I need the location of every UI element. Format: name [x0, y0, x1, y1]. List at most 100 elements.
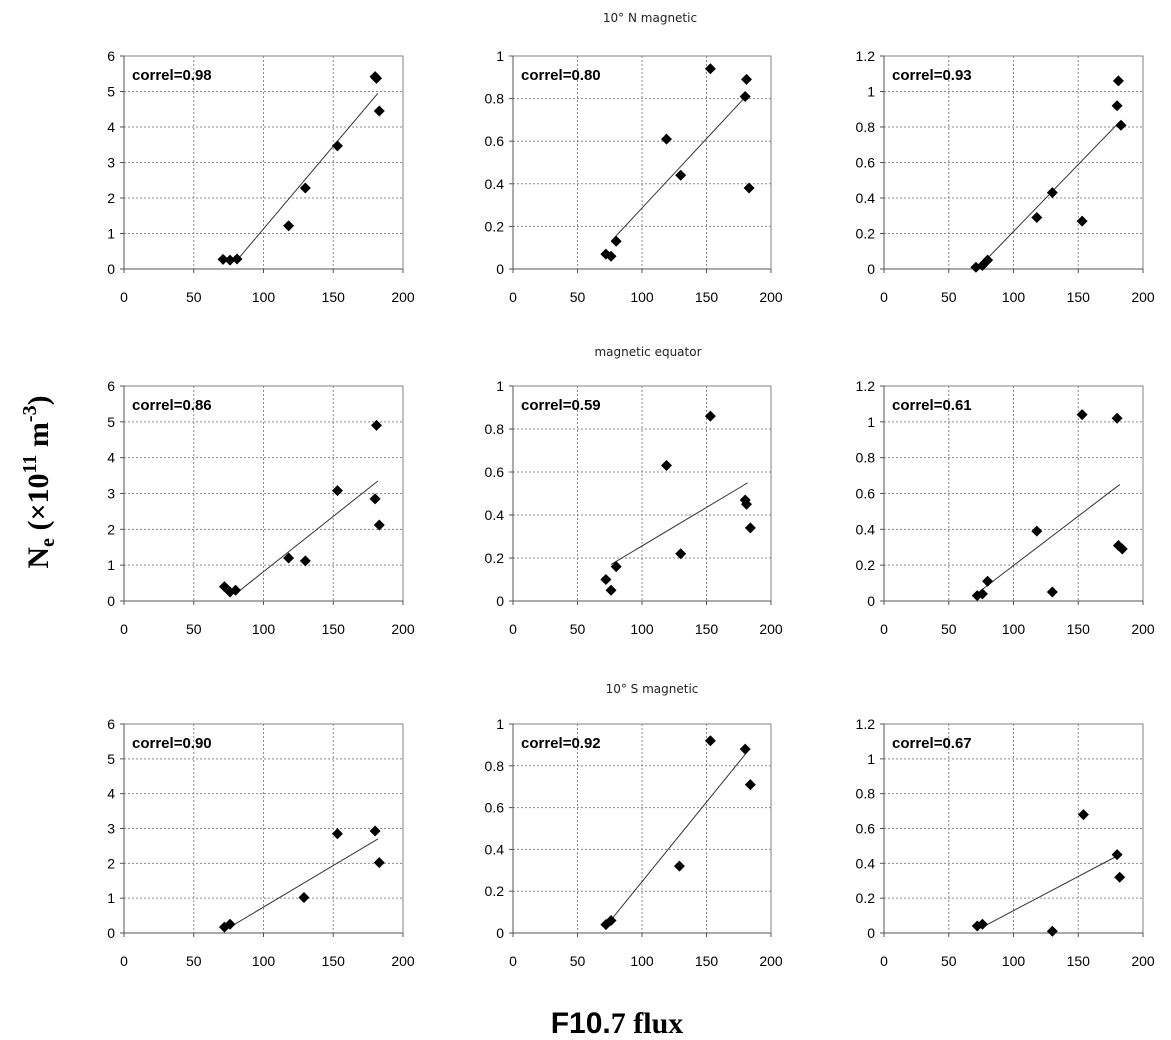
correlation-label: correl=0.86 — [132, 397, 212, 414]
y-tick-label: 0 — [867, 593, 875, 609]
data-point — [982, 254, 994, 266]
x-tick-label: 50 — [570, 289, 586, 305]
data-point — [1031, 525, 1043, 537]
data-point — [605, 584, 617, 596]
y-label-main: N — [22, 547, 55, 569]
trendline — [225, 838, 379, 930]
data-point — [976, 918, 988, 930]
data-point — [298, 891, 310, 903]
y-tick-label: 0.2 — [485, 883, 505, 899]
y-tick-label: 0.6 — [856, 155, 876, 171]
y-tick-label: 6 — [107, 716, 115, 732]
y-tick-label: 0.8 — [485, 421, 505, 437]
y-tick-label: 4 — [107, 450, 115, 466]
scatter-panel-r0c1: 0 50 100 150 200 0 0.2 0.4 0.6 0.8 1 correl=0.80 — [485, 48, 783, 305]
data-point — [704, 735, 716, 747]
y-tick-label: 0.4 — [856, 521, 876, 537]
data-point — [675, 548, 687, 560]
y-label-sub: e — [37, 538, 59, 547]
y-tick-label: 1 — [496, 378, 504, 394]
x-tick-label: 200 — [759, 289, 783, 305]
data-point — [369, 825, 381, 837]
trendline — [610, 482, 749, 565]
scatter-panel-r1c1: 0 50 100 150 200 0 0.2 0.4 0.6 0.8 1 correl=0.59 — [485, 378, 783, 637]
data-point — [331, 485, 343, 497]
y-tick-label: 0.4 — [485, 176, 505, 192]
data-point — [1077, 809, 1089, 821]
data-point — [744, 522, 756, 534]
y-tick-label: 6 — [107, 378, 115, 394]
data-point — [299, 555, 311, 567]
data-point — [675, 169, 687, 181]
data-point — [224, 918, 236, 930]
row-title-equator: magnetic equator — [594, 345, 701, 359]
data-point — [369, 493, 381, 505]
y-tick-label: 0 — [107, 593, 115, 609]
svg-text:Ne (×1011 m-3): Ne (×1011 m-3) — [19, 395, 59, 568]
data-point — [976, 588, 988, 600]
data-point — [600, 574, 612, 585]
data-point — [744, 779, 756, 791]
y-tick-label: 1 — [107, 890, 115, 906]
scatter-panel-r2c2: 0 50 100 150 200 0 0.2 0.4 0.6 0.8 1 1.2 correl=0.67 — [856, 716, 1155, 969]
x-tick-label: 50 — [941, 953, 957, 969]
y-tick-label: 4 — [107, 119, 115, 135]
y-label-rest: (×10 — [22, 473, 55, 538]
y-tick-label: 0.2 — [856, 226, 876, 242]
x-tick-label: 150 — [322, 621, 346, 637]
data-point — [1115, 119, 1127, 131]
row-title-10n: 10° N magnetic — [603, 11, 697, 25]
data-point — [331, 140, 343, 152]
y-tick-label: 1 — [867, 751, 875, 767]
data-point — [605, 250, 617, 262]
plot-area — [512, 385, 772, 602]
y-tick-label: 0.8 — [485, 758, 505, 774]
correlation-label: correl=0.93 — [892, 67, 972, 84]
data-point — [331, 828, 343, 840]
data-point — [605, 914, 617, 926]
data-point — [661, 460, 673, 472]
y-tick-label: 0.8 — [856, 450, 876, 466]
y-tick-label: 1 — [867, 414, 875, 430]
x-tick-label: 0 — [880, 289, 888, 305]
x-tick-label: 0 — [880, 953, 888, 969]
y-tick-label: 0.6 — [485, 800, 505, 816]
y-tick-label: 0.2 — [485, 218, 505, 234]
x-tick-label: 150 — [695, 621, 719, 637]
scatter-panel-r2c0: 0 50 100 150 200 0 1 2 3 4 5 6 correl=0.90 — [107, 716, 415, 969]
scatter-panel-r2c1: 0 50 100 150 200 0 0.2 0.4 0.6 0.8 1 correl=0.92 — [485, 716, 783, 969]
data-point — [1031, 212, 1043, 224]
y-label-unit: m — [22, 422, 55, 455]
y-tick-label: 1.2 — [856, 716, 876, 732]
x-tick-label: 200 — [1131, 289, 1155, 305]
data-point — [373, 519, 385, 531]
x-tick-label: 100 — [252, 953, 276, 969]
y-tick-label: 3 — [107, 821, 115, 837]
x-tick-label: 150 — [1067, 621, 1091, 637]
trendline — [980, 484, 1120, 591]
x-tick-label: 100 — [252, 289, 276, 305]
trendline — [610, 93, 749, 242]
data-point — [1046, 925, 1058, 937]
scatter-panel-r0c0: 0 50 100 150 200 0 1 2 3 4 5 6 correl=0.98 — [107, 48, 415, 305]
data-point — [1046, 586, 1058, 598]
data-point — [231, 253, 243, 265]
x-tick-label: 0 — [509, 621, 517, 637]
data-point — [740, 73, 752, 85]
data-point — [1111, 100, 1123, 112]
x-tick-label: 0 — [880, 621, 888, 637]
y-tick-label: 0.2 — [856, 890, 876, 906]
data-point — [1111, 849, 1123, 861]
data-point — [1076, 215, 1088, 227]
x-tick-label: 200 — [759, 953, 783, 969]
y-label-close: ) — [22, 395, 55, 405]
x-tick-label: 200 — [1131, 953, 1155, 969]
y-tick-label: 0 — [867, 261, 875, 277]
y-tick-label: 0.6 — [856, 486, 876, 502]
x-tick-label: 50 — [186, 621, 202, 637]
x-label-part1: F10. — [551, 1007, 611, 1040]
x-axis-label: F10.7 flux — [551, 1007, 684, 1040]
y-tick-label: 2 — [107, 521, 115, 537]
x-tick-label: 50 — [186, 953, 202, 969]
y-tick-label: 0.8 — [856, 786, 876, 802]
